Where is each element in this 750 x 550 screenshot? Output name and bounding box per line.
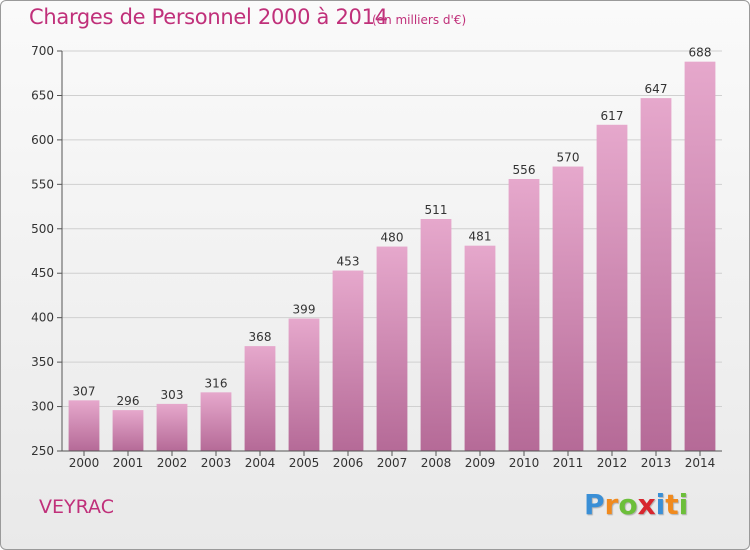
x-tick-label: 2011 xyxy=(553,456,584,470)
y-tick-label: 550 xyxy=(31,177,54,191)
data-label: 453 xyxy=(337,255,360,269)
commune-name: VEYRAC xyxy=(39,496,114,518)
y-tick-label: 450 xyxy=(31,266,54,280)
x-tick-label: 2014 xyxy=(685,456,716,470)
y-tick-label: 350 xyxy=(31,355,54,369)
y-tick-label: 600 xyxy=(31,133,54,147)
x-tick-label: 2003 xyxy=(201,456,232,470)
data-label: 688 xyxy=(689,46,712,60)
data-label: 511 xyxy=(425,203,448,217)
bar xyxy=(288,318,320,451)
logo-letter: o xyxy=(618,488,638,521)
data-label: 399 xyxy=(293,303,316,317)
data-label: 570 xyxy=(557,151,580,165)
chart-subtitle: (en milliers d'€) xyxy=(372,13,467,27)
logo-letter: r xyxy=(604,488,619,521)
logo-letter: x xyxy=(637,488,656,521)
x-tick-label: 2002 xyxy=(157,456,188,470)
bar xyxy=(244,346,276,451)
bar xyxy=(200,392,232,451)
bar xyxy=(684,61,716,452)
proxiti-logo: Proxiti xyxy=(584,488,688,521)
x-tick-label: 2010 xyxy=(509,456,540,470)
data-label: 556 xyxy=(513,163,536,177)
bar xyxy=(332,270,364,451)
data-label: 480 xyxy=(381,231,404,245)
x-tick-label: 2008 xyxy=(421,456,452,470)
x-tick-label: 2007 xyxy=(377,456,408,470)
data-label: 296 xyxy=(117,394,140,408)
data-label: 481 xyxy=(469,230,492,244)
logo-letter: t xyxy=(665,488,679,521)
y-tick-label: 500 xyxy=(31,222,54,236)
x-tick-label: 2005 xyxy=(289,456,320,470)
bar xyxy=(68,400,100,451)
y-tick-label: 300 xyxy=(31,400,54,414)
data-label: 617 xyxy=(601,109,624,123)
x-tick-label: 2012 xyxy=(597,456,628,470)
x-tick-label: 2013 xyxy=(641,456,672,470)
data-label: 307 xyxy=(73,384,96,398)
y-tick-label: 700 xyxy=(31,44,54,58)
logo-letter: P xyxy=(584,488,605,521)
bar xyxy=(596,124,628,452)
y-tick-label: 250 xyxy=(31,444,54,458)
logo-letter: i xyxy=(678,488,689,521)
data-label: 303 xyxy=(161,388,184,402)
data-label: 368 xyxy=(249,330,272,344)
bar xyxy=(552,166,584,452)
x-tick-label: 2000 xyxy=(69,456,100,470)
chart-title: Charges de Personnel 2000 à 2014 xyxy=(29,5,388,29)
data-label: 316 xyxy=(205,376,228,390)
x-tick-label: 2001 xyxy=(113,456,144,470)
bar xyxy=(420,219,452,451)
data-label: 647 xyxy=(645,82,668,96)
logo-letter: i xyxy=(655,488,666,521)
y-tick-label: 400 xyxy=(31,311,54,325)
x-tick-label: 2009 xyxy=(465,456,496,470)
x-tick-label: 2004 xyxy=(245,456,276,470)
bar xyxy=(640,98,672,451)
bar xyxy=(156,403,188,451)
bar xyxy=(112,410,144,451)
bar xyxy=(508,179,540,451)
x-tick-label: 2006 xyxy=(333,456,364,470)
y-tick-label: 650 xyxy=(31,88,54,102)
bar xyxy=(376,246,408,451)
bar xyxy=(464,245,496,451)
